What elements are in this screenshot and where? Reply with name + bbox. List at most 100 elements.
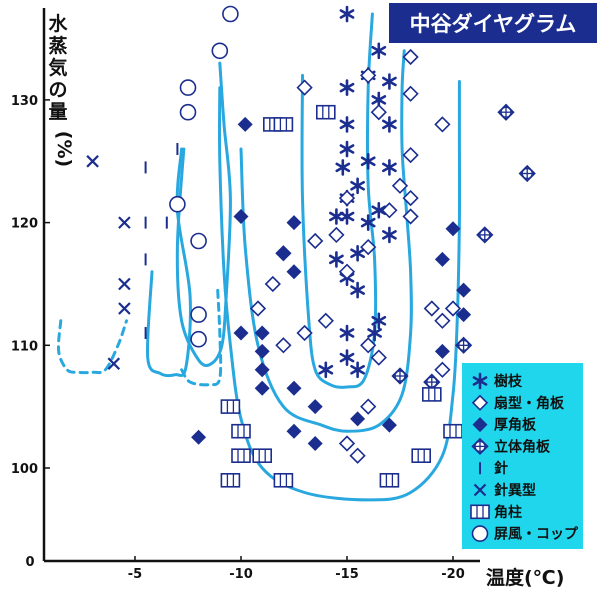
y-axis-label-char: (%) (53, 131, 75, 167)
legend-label: 針異型 (494, 482, 536, 499)
data-point-column (443, 423, 463, 439)
data-point-filled-diamond (381, 417, 397, 433)
data-point-diamond (328, 226, 345, 244)
data-point-asterisk (339, 349, 355, 366)
data-point-filled-diamond (286, 215, 302, 231)
data-point-filled-diamond (434, 343, 450, 359)
data-point-column (273, 117, 294, 132)
y-tick-label: 130 (11, 94, 38, 109)
data-point-filled-diamond (286, 380, 302, 396)
data-point-diamond (444, 300, 462, 317)
legend-marker-diamond (471, 394, 489, 411)
y-axis-label-char: 気 (48, 56, 67, 79)
data-point-diamond (360, 67, 377, 84)
data-point-diamond (249, 300, 267, 317)
data-point-filled-diamond (445, 221, 461, 237)
legend-marker-asterisk (472, 372, 488, 390)
boundary-curve-3 (175, 61, 232, 368)
y-tick-label: 120 (11, 217, 38, 232)
data-point-asterisk (339, 116, 355, 133)
legend-label: 屏風・コップ (494, 527, 579, 543)
data-point-column (220, 472, 241, 488)
data-point-diamond (402, 85, 419, 102)
data-point-asterisk (339, 5, 355, 23)
data-point-column (231, 448, 251, 464)
data-point-x (118, 216, 131, 229)
data-point-diamond (423, 300, 440, 317)
data-point-circle (222, 5, 239, 23)
y-axis-label-char: の (48, 79, 67, 101)
legend-item: 扇型・角板 (471, 394, 565, 412)
data-point-circle-cross (423, 373, 441, 391)
data-point-filled-diamond (286, 264, 302, 280)
data-point-filled-diamond (191, 429, 207, 445)
data-point-filled-diamond (233, 325, 249, 341)
data-point-x (118, 277, 131, 291)
data-point-circle-cross (391, 367, 409, 385)
data-point-diamond (360, 337, 377, 354)
data-point-asterisk (371, 42, 387, 60)
data-point-diamond (296, 79, 313, 96)
data-point-asterisk (382, 159, 397, 176)
data-point-asterisk (382, 73, 397, 90)
legend-item: 角柱 (470, 504, 522, 521)
data-point-x (86, 155, 99, 168)
data-point-asterisk (350, 177, 365, 195)
data-point-asterisk (350, 281, 365, 299)
legend-item: 立体角板 (471, 437, 551, 456)
data-point-column (421, 387, 442, 402)
data-point-diamond (402, 146, 419, 164)
data-point-diamond (275, 337, 292, 354)
legend-label: 樹枝 (494, 373, 523, 390)
data-point-column (315, 104, 336, 120)
data-point-asterisk (339, 208, 355, 225)
data-point-asterisk (367, 324, 382, 342)
series-5 (144, 143, 179, 339)
data-point-circle-cross (476, 226, 494, 244)
legend-label: 厚角板 (494, 417, 537, 434)
series-2 (249, 48, 462, 464)
boundary-curve-2 (56, 319, 128, 375)
series-8 (169, 5, 239, 348)
data-point-column (252, 448, 273, 464)
legend-label: 針 (494, 460, 508, 477)
legend-item: 厚角板 (472, 417, 537, 434)
data-point-asterisk (360, 153, 376, 170)
data-point-asterisk (329, 251, 344, 268)
data-point-asterisk (318, 361, 334, 379)
data-point-filled-diamond (233, 209, 249, 224)
legend-marker-filled-diamond (472, 417, 488, 433)
data-point-circle (190, 306, 207, 323)
data-point-filled-diamond (254, 325, 270, 341)
x-tick-label: -20 (441, 567, 465, 582)
x-tick-label: -10 (229, 567, 253, 582)
y-axis-label-char: 水 (48, 13, 68, 35)
data-point-circle-cross (454, 336, 473, 354)
data-point-filled-diamond (254, 343, 270, 359)
data-point-asterisk (339, 324, 355, 342)
data-point-asterisk (371, 312, 387, 330)
x-axis-label: 温度(℃) (486, 566, 564, 589)
data-point-filled-diamond (456, 282, 472, 298)
legend-marker-circle-cross (471, 437, 489, 456)
data-point-diamond (338, 189, 356, 207)
data-point-diamond (370, 104, 387, 121)
data-point-filled-diamond (434, 251, 450, 267)
data-point-filled-diamond (286, 423, 302, 439)
data-point-diamond (338, 435, 356, 452)
boundary-curve-4 (180, 288, 223, 387)
data-point-circle-cross (518, 164, 536, 183)
data-point-diamond (296, 324, 313, 342)
title-background (389, 3, 597, 43)
data-point-diamond (317, 312, 334, 329)
data-point-filled-diamond (275, 245, 291, 261)
legend-label: 角柱 (494, 504, 522, 521)
data-point-diamond (391, 177, 409, 194)
data-point-circle (190, 330, 207, 348)
data-point-diamond (264, 275, 281, 293)
boundary-curve-7 (300, 12, 378, 389)
data-points (86, 5, 536, 488)
